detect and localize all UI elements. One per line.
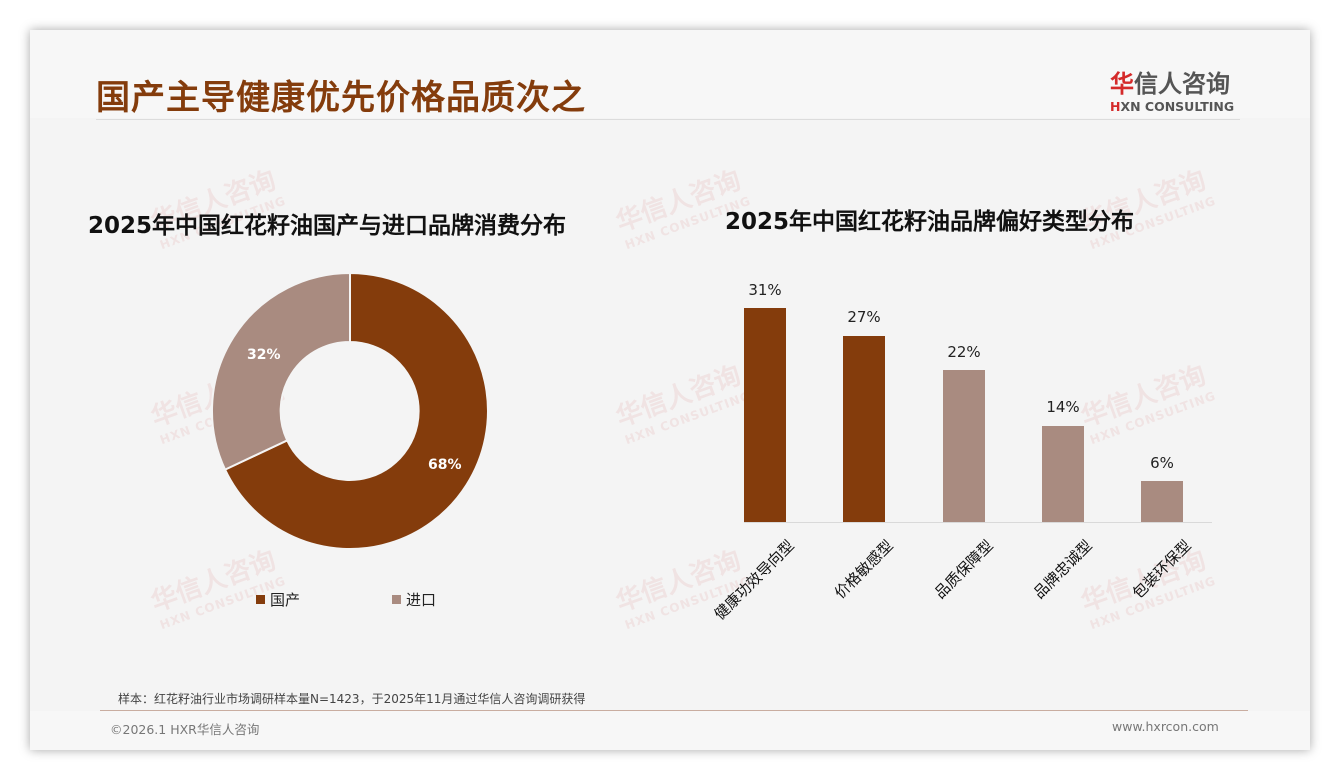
legend-label: 国产 (270, 591, 301, 609)
page-title: 国产主导健康优先价格品质次之 (96, 78, 586, 118)
logo-en: HXN CONSULTING (1110, 99, 1242, 114)
donut-slice-domestic[interactable] (223, 271, 489, 550)
bar-value-label: 14% (1046, 398, 1080, 416)
sample-note: 样本：红花籽油行业市场调研样本量N=1423，于2025年11月通过华信人咨询调… (118, 692, 586, 706)
logo-accent-char: 华 (1110, 70, 1134, 98)
x-axis-line (744, 522, 1212, 523)
bar-health[interactable] (744, 308, 786, 522)
header-band (30, 30, 1310, 118)
bar-value-label: 27% (847, 308, 881, 326)
bar-quality[interactable] (943, 370, 985, 522)
donut-label-domestic: 68% (428, 457, 462, 473)
logo-cn-text: 信人咨询 (1134, 70, 1230, 98)
donut-slice-import[interactable] (211, 271, 351, 471)
footer-divider (100, 710, 1248, 711)
slide: 国产主导健康优先价格品质次之 华信人咨询 HXN CONSULTING 华信人咨… (30, 30, 1310, 750)
legend-label: 进口 (406, 591, 437, 609)
bar-value-label: 6% (1150, 454, 1174, 472)
bar-category-label: 价格敏感型 (830, 536, 897, 603)
logo-en-accent: H (1110, 99, 1121, 114)
footer-band (30, 711, 1310, 750)
bar-eco-packaging[interactable] (1141, 481, 1183, 522)
copyright: ©2026.1 HXR华信人咨询 (110, 722, 260, 737)
bar-chart: 31% 27% 22% 14% 6% 健康功效导向型 价格敏感型 品质保障型 品… (710, 270, 1230, 690)
legend-item-domestic: 国产 (256, 589, 300, 610)
donut-chart: 68% 32% (210, 271, 490, 551)
website-link[interactable]: www.hxrcon.com (1112, 719, 1219, 734)
logo-cn: 华信人咨询 (1110, 64, 1242, 99)
bar-brand-loyalty[interactable] (1042, 426, 1084, 522)
bar-category-label: 品牌忠诚型 (1029, 536, 1096, 603)
bar-category-label: 包装环保型 (1128, 536, 1195, 603)
logo-en-text: XN CONSULTING (1120, 99, 1235, 114)
donut-label-import: 32% (247, 347, 281, 363)
bar-category-label: 品质保障型 (930, 536, 997, 603)
legend-swatch-icon (256, 595, 265, 604)
title-divider (96, 119, 1240, 120)
bar-category-label: 健康功效导向型 (710, 536, 798, 624)
legend-swatch-icon (392, 595, 401, 604)
bar-value-label: 22% (947, 343, 981, 361)
bar-price[interactable] (843, 336, 885, 522)
donut-svg (211, 271, 489, 550)
bar-chart-title: 2025年中国红花籽油品牌偏好类型分布 (725, 209, 1135, 235)
bar-value-label: 31% (748, 281, 782, 299)
brand-logo: 华信人咨询 HXN CONSULTING (1110, 64, 1242, 114)
legend-item-import: 进口 (392, 589, 436, 610)
donut-chart-title: 2025年中国红花籽油国产与进口品牌消费分布 (88, 213, 567, 239)
